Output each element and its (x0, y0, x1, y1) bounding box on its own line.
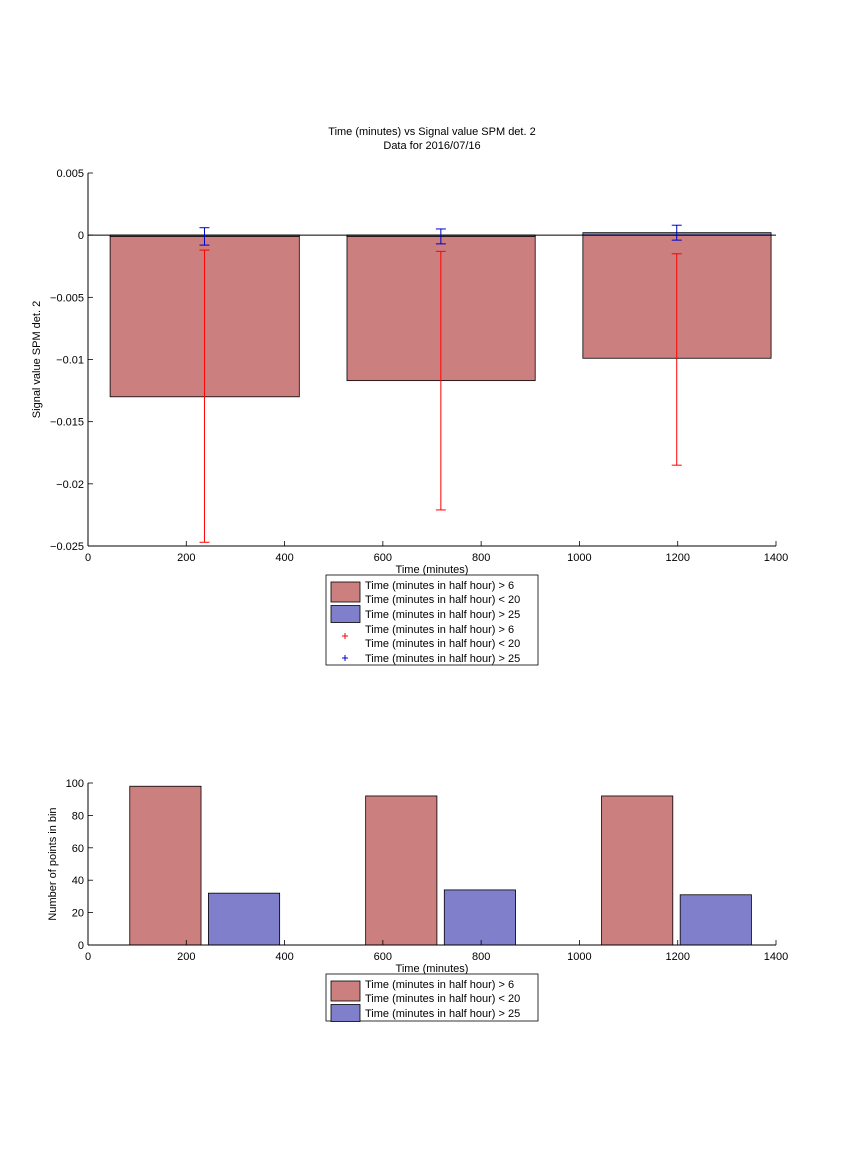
y-tick-label: −0.01 (56, 355, 84, 367)
errorbar-series1-0 (199, 227, 210, 246)
x-tick-label: 800 (472, 951, 490, 963)
x-tick-label: 1000 (567, 951, 591, 963)
legend-label: Time (minutes in half hour) > 25 (365, 609, 520, 621)
signal-chart: Time (minutes) vs Signal value SPM det. … (31, 126, 788, 666)
x-tick-label: 200 (177, 552, 195, 564)
x-tick-label: 1400 (764, 951, 788, 963)
x-tick-label: 1400 (764, 552, 788, 564)
errorbar-series0-2 (671, 253, 682, 466)
x-tick-label: 600 (374, 951, 392, 963)
legend-box (325, 574, 539, 666)
legend-label: Time (minutes in half hour) > 6 (365, 624, 514, 636)
legend: Time (minutes in half hour) > 6 Time (min… (325, 574, 539, 666)
legend-label: Time (minutes in half hour) < 20 (365, 594, 520, 606)
legend-label: Time (minutes in half hour) > 25 (365, 653, 520, 665)
legend-label: Time (minutes in half hour) > 25 (365, 1008, 520, 1020)
y-tick-label: 60 (72, 843, 84, 855)
bar-series1-0 (207, 892, 281, 946)
y-tick-label: 0 (78, 230, 84, 242)
legend-label: Time (minutes in half hour) < 20 (365, 993, 520, 1005)
legend-box (325, 973, 539, 1022)
bar-series0-1 (365, 795, 438, 946)
legend-swatch (330, 980, 361, 1002)
bar-series0-0 (129, 785, 202, 946)
errorbar-series0-1 (435, 250, 446, 511)
bar-series1-2 (679, 894, 752, 946)
y-tick-label: −0.025 (50, 541, 84, 553)
x-tick-label: 0 (85, 951, 91, 963)
legend-swatch (330, 581, 361, 603)
errorbar-series0-0 (199, 249, 210, 543)
y-tick-label: 80 (72, 810, 84, 822)
bar-series0-2 (601, 795, 674, 946)
chart-subtitle: Data for 2016/07/16 (383, 140, 480, 152)
y-tick-label: −0.015 (50, 417, 84, 429)
y-tick-label: −0.02 (56, 479, 84, 491)
legend-label: Time (minutes in half hour) < 20 (365, 638, 520, 650)
errorbar-series1-1 (435, 228, 446, 245)
y-tick-label: 0 (78, 940, 84, 952)
x-tick-label: 0 (85, 552, 91, 564)
y-axis-label: Signal value SPM det. 2 (31, 301, 43, 418)
legend: Time (minutes in half hour) > 6 Time (min… (325, 973, 539, 1022)
x-tick-label: 800 (472, 552, 490, 564)
x-tick-label: 1000 (567, 552, 591, 564)
x-tick-label: 600 (374, 552, 392, 564)
x-axis-label: Time (minutes) (396, 963, 469, 975)
x-tick-label: 400 (275, 552, 293, 564)
y-tick-label: −0.005 (50, 292, 84, 304)
y-axis-label: Number of points in bin (47, 807, 59, 920)
x-tick-label: 400 (275, 951, 293, 963)
bar-series1-1 (443, 889, 516, 946)
chart-title: Time (minutes) vs Signal value SPM det. … (328, 126, 535, 138)
y-tick-label: 20 (72, 908, 84, 920)
errorbar-series1-2 (671, 224, 682, 241)
y-tick-label: 40 (72, 875, 84, 887)
x-tick-label: 1200 (665, 552, 689, 564)
y-tick-label: 0.005 (56, 168, 84, 180)
legend-label: Time (minutes in half hour) > 6 (365, 580, 514, 592)
legend-swatch (330, 1004, 361, 1022)
legend-swatch (330, 605, 361, 623)
count-chart: 0 200 400 600 800 1000 1200 1400100806040200Tim… (47, 778, 788, 1022)
x-tick-label: 200 (177, 951, 195, 963)
x-tick-label: 1200 (665, 951, 689, 963)
x-axis-label: Time (minutes) (396, 564, 469, 576)
legend-label: Time (minutes in half hour) > 6 (365, 979, 514, 991)
y-tick-label: 100 (66, 778, 84, 790)
